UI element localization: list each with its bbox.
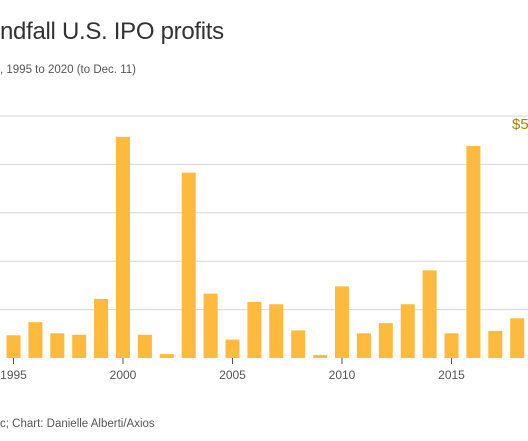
x-tick-label: 2005 bbox=[219, 368, 246, 382]
bar-1995 bbox=[6, 335, 21, 358]
bar-2000 bbox=[116, 136, 130, 358]
bar-2005 bbox=[225, 339, 240, 358]
bar-2007 bbox=[269, 304, 284, 358]
chart-title: ndfall U.S. IPO profits bbox=[0, 18, 224, 45]
bar-2014 bbox=[422, 270, 437, 358]
x-tick-label: 2015 bbox=[438, 368, 465, 382]
bar-1998 bbox=[72, 334, 87, 358]
x-tick-label: 2010 bbox=[329, 368, 356, 382]
bar-1996 bbox=[28, 322, 43, 358]
ipo-profits-bar-chart: 1995 2000 2005 2010 2015 $5 bbox=[0, 115, 528, 382]
bar-2016 bbox=[466, 146, 481, 358]
bar-1999 bbox=[94, 298, 109, 358]
x-tick-label: 1995 bbox=[0, 368, 27, 382]
bar-2004 bbox=[203, 293, 218, 358]
source-credit: c; Chart: Danielle Alberti/Axios bbox=[0, 418, 155, 430]
top-callout-label: $5 bbox=[512, 116, 528, 133]
bar-2011 bbox=[356, 333, 371, 358]
bar-2009 bbox=[313, 355, 328, 358]
x-axis-ticks: 1995 2000 2005 2010 2015 bbox=[0, 358, 465, 382]
bar-2006 bbox=[247, 301, 262, 358]
bar-2017 bbox=[488, 330, 503, 358]
bar-2002 bbox=[159, 354, 174, 358]
bar-1997 bbox=[50, 333, 65, 358]
chart-subtitle: , 1995 to 2020 (to Dec. 11) bbox=[0, 64, 136, 76]
bar-2013 bbox=[400, 304, 415, 358]
bar-2015 bbox=[444, 333, 459, 358]
bars bbox=[6, 136, 525, 358]
bar-2003 bbox=[181, 172, 196, 358]
bar-2008 bbox=[291, 330, 306, 358]
bar-2012 bbox=[378, 323, 393, 358]
gridlines bbox=[0, 115, 528, 311]
bar-2010 bbox=[335, 286, 349, 358]
x-tick-label: 2000 bbox=[110, 368, 137, 382]
bar-2001 bbox=[137, 334, 152, 358]
bar-2018 bbox=[510, 318, 525, 358]
